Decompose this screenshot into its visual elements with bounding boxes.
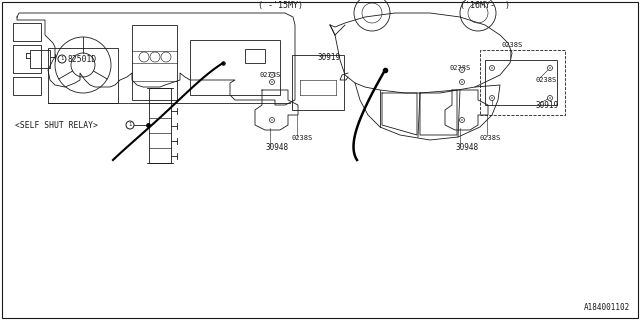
Bar <box>485 60 557 105</box>
Bar <box>48 48 118 103</box>
Circle shape <box>269 73 275 77</box>
Bar <box>132 25 177 100</box>
Circle shape <box>460 68 465 73</box>
Text: ('16MY-  ): ('16MY- ) <box>460 1 510 10</box>
Circle shape <box>269 79 275 84</box>
Circle shape <box>460 79 465 84</box>
Circle shape <box>490 95 495 100</box>
Text: 30919: 30919 <box>318 53 341 62</box>
Text: 0238S: 0238S <box>292 135 313 141</box>
Circle shape <box>126 121 134 129</box>
Bar <box>190 40 280 95</box>
Text: 0238S: 0238S <box>450 65 471 71</box>
Circle shape <box>547 66 552 70</box>
Text: 30948: 30948 <box>455 143 478 153</box>
Text: A184001102: A184001102 <box>584 303 630 312</box>
Bar <box>30 50 50 68</box>
Text: 30919: 30919 <box>535 100 558 109</box>
Bar <box>292 55 344 110</box>
Bar <box>149 88 171 163</box>
Circle shape <box>490 66 495 70</box>
Circle shape <box>58 55 66 63</box>
Circle shape <box>269 117 275 123</box>
Text: 1: 1 <box>60 57 64 61</box>
Text: 30948: 30948 <box>265 143 288 153</box>
Text: 82501D: 82501D <box>68 54 97 63</box>
Bar <box>13 77 41 95</box>
Text: 0238S: 0238S <box>535 77 556 83</box>
Circle shape <box>460 117 465 123</box>
Text: 1: 1 <box>128 123 132 127</box>
Bar <box>480 50 565 115</box>
Bar <box>13 23 41 41</box>
Bar <box>245 49 265 63</box>
Circle shape <box>547 95 552 100</box>
Text: 0238S: 0238S <box>502 42 524 48</box>
Text: <SELF SHUT RELAY>: <SELF SHUT RELAY> <box>15 121 98 130</box>
Bar <box>13 45 41 73</box>
Text: 0238S: 0238S <box>260 72 281 78</box>
Text: ( -'15MY): ( -'15MY) <box>257 1 303 10</box>
Text: 0238S: 0238S <box>480 135 501 141</box>
